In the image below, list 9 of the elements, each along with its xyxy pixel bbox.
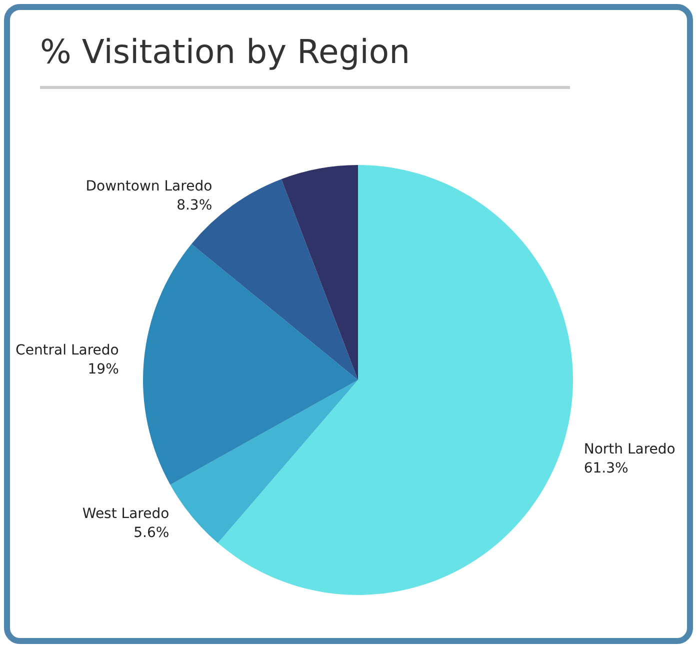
- data-label: 61.3%: [584, 460, 628, 476]
- chart-title: % Visitation by Region: [40, 32, 410, 71]
- slice-label: West Laredo: [82, 506, 170, 522]
- slice-label: North Laredo: [584, 441, 676, 458]
- slice-label: Central Laredo: [16, 342, 119, 359]
- data-label: 5.6%: [134, 525, 170, 542]
- slice-label: Downtown Laredo: [86, 178, 212, 194]
- data-label: 19%: [88, 362, 119, 378]
- data-label: 8.3%: [176, 197, 212, 214]
